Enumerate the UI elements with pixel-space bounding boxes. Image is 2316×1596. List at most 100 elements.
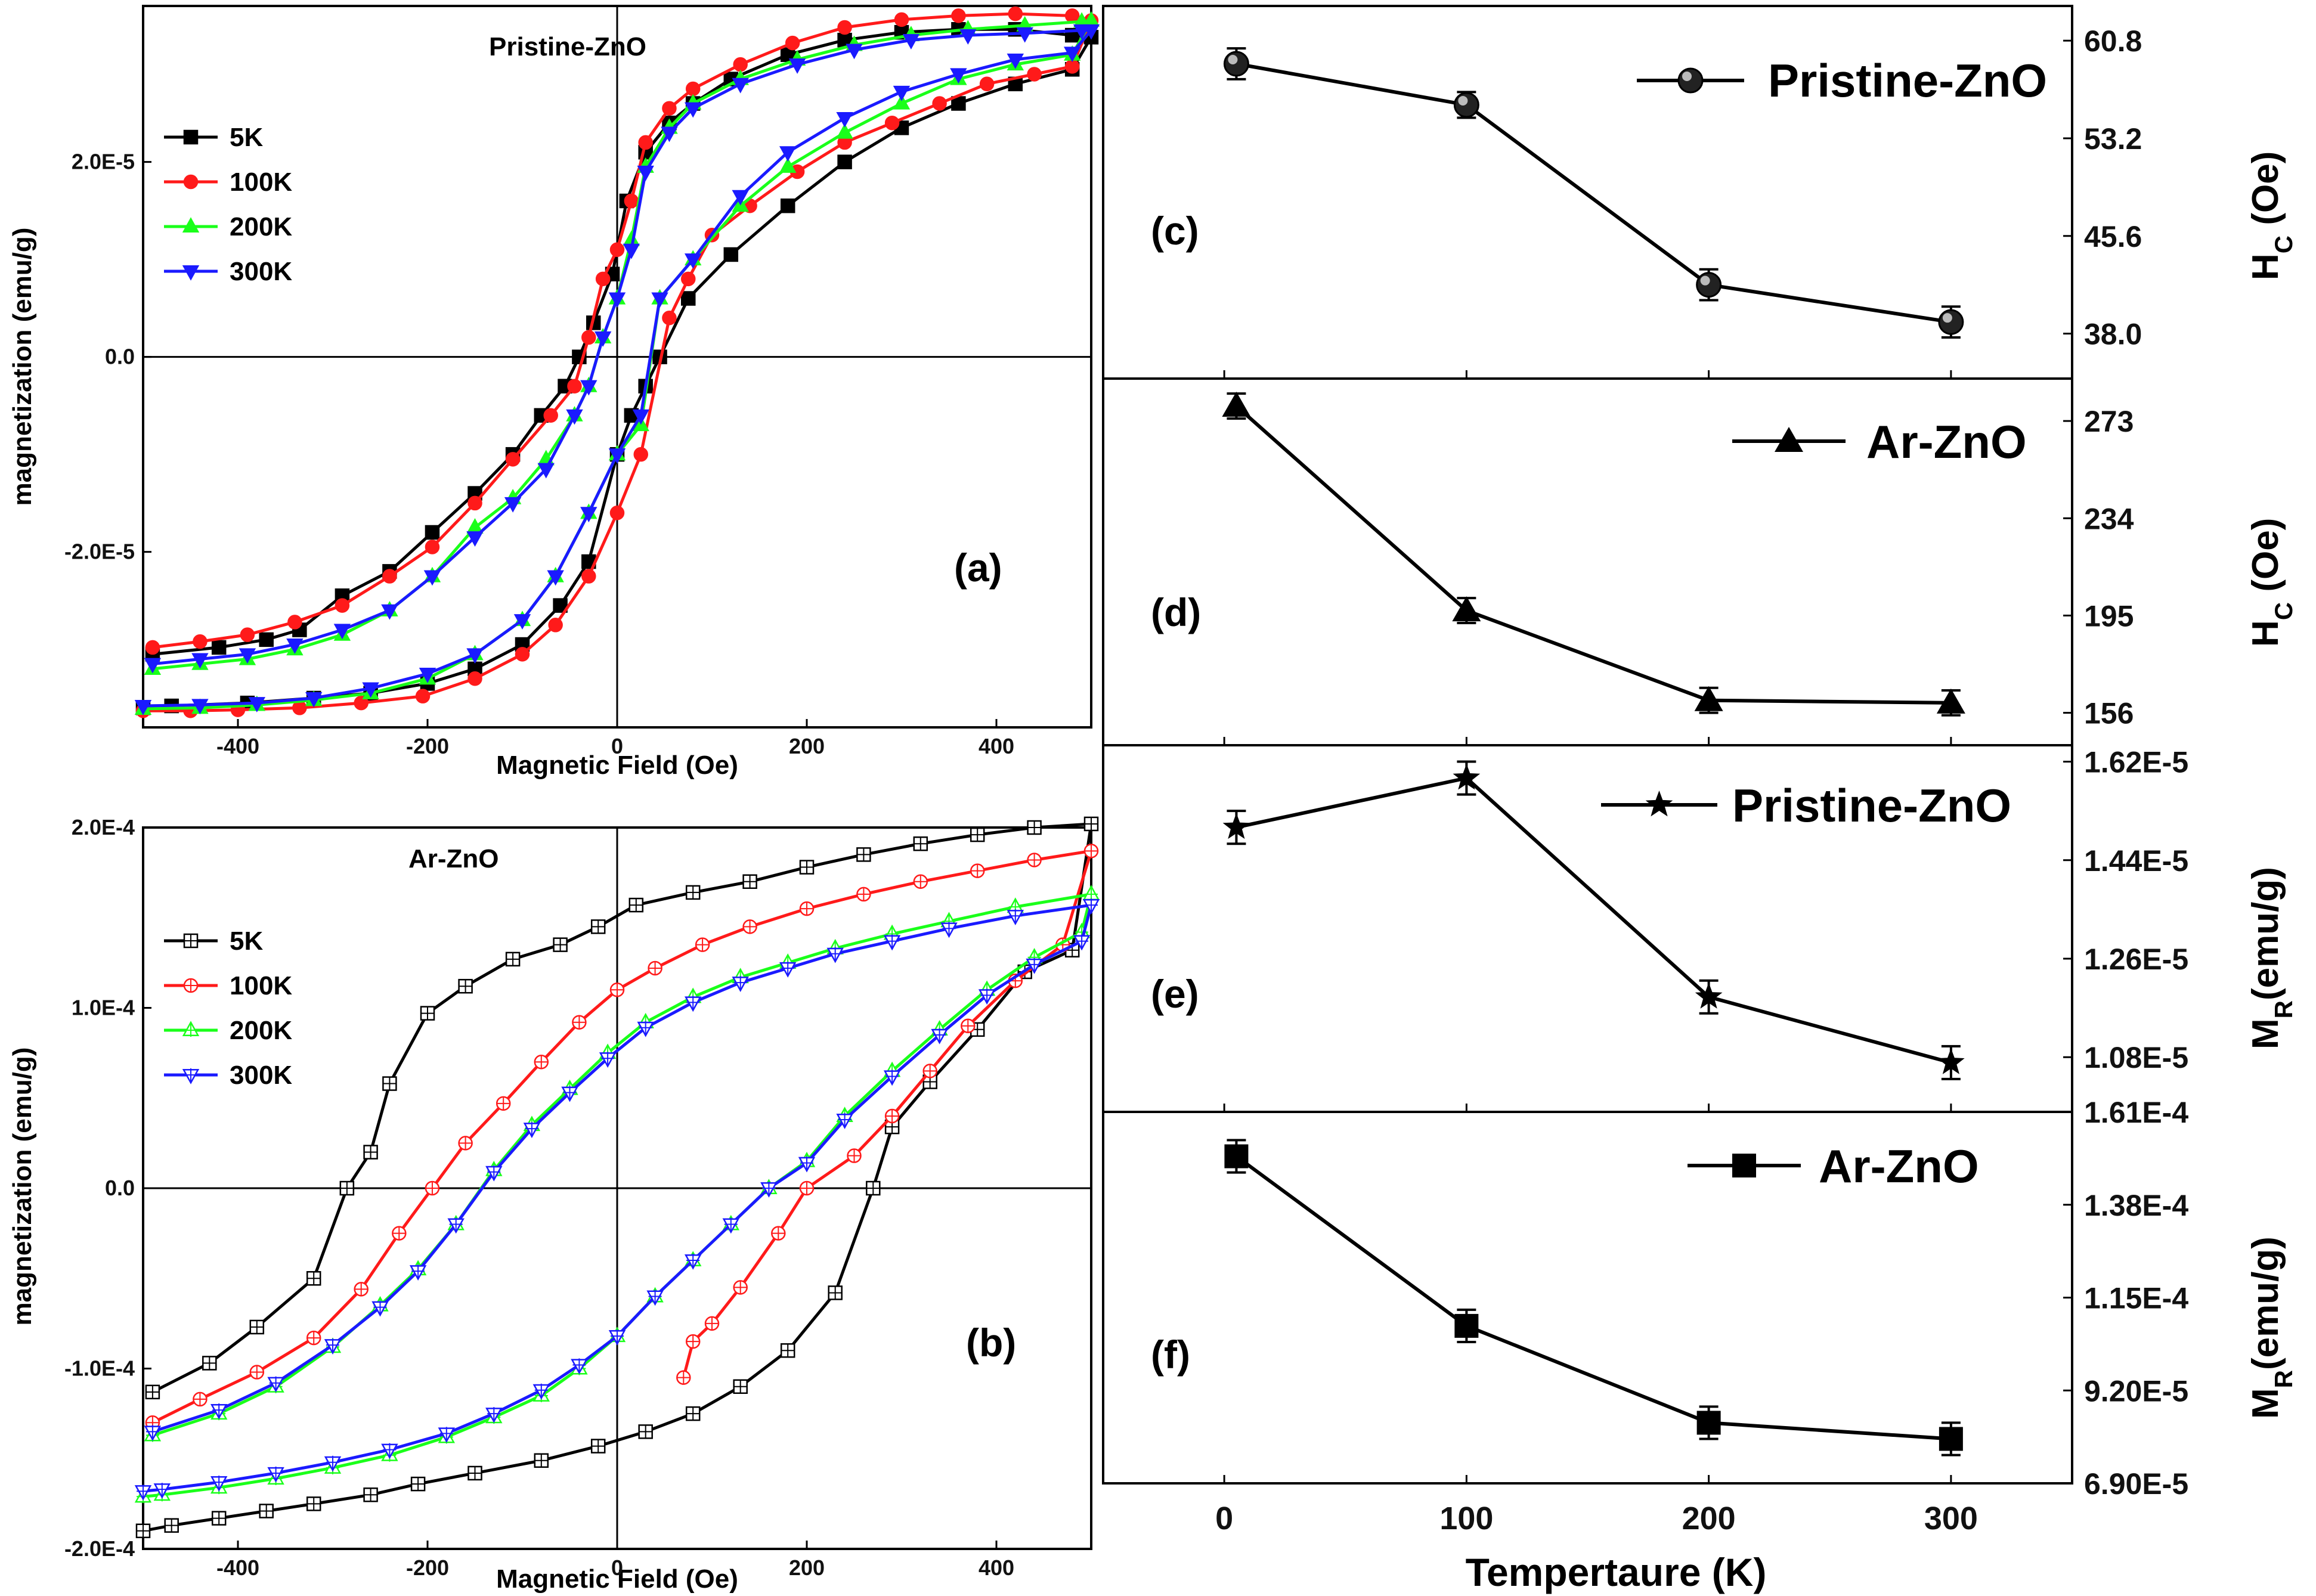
panel-b-xtick-label: -200 <box>406 1555 449 1580</box>
panel-a-xtick-label: -200 <box>406 734 449 758</box>
panel-a-legend: 5K 100K 200K 300K <box>164 123 292 286</box>
panel-a-point-100K <box>1008 6 1023 21</box>
panel-a-point-5K-shape <box>553 598 568 613</box>
panel-b-point-5K <box>363 1145 378 1160</box>
panel-a-point-100K <box>624 193 639 209</box>
panel-a-point-100K-shape <box>1008 6 1023 21</box>
panel-a-point-300K <box>893 85 911 101</box>
panel-a-point-100K <box>884 115 900 131</box>
panel-d-point <box>1222 392 1251 417</box>
panel-c-ytick-label: 45.6 <box>2084 220 2142 253</box>
panel-a-point-300K <box>846 44 863 60</box>
panel-b-point-300K <box>1026 957 1043 974</box>
panel-a-point-300K <box>381 604 398 620</box>
panel-b-point-300K <box>485 1407 503 1423</box>
panel-b-point-100K <box>799 1180 815 1196</box>
panel-a-point-300K <box>134 699 152 715</box>
panel-a-point-100K-shape <box>979 76 995 92</box>
panel-c-label: (c) <box>1151 209 1199 253</box>
panel-b-point-100K <box>704 1316 720 1331</box>
panel-a-point-100K-shape <box>567 379 582 393</box>
panel-a-point-100K <box>951 8 966 23</box>
panel-b-point-5K <box>135 1523 151 1538</box>
panel-a-point-100K <box>581 330 596 345</box>
panel-b-point-300K <box>940 922 958 938</box>
panel-b-point-5K <box>306 1271 321 1286</box>
panel-b-point-300K <box>798 1156 816 1173</box>
panel-a-point-300K <box>504 497 522 513</box>
panel-c-point-highlight <box>1458 95 1468 106</box>
panel-e-point <box>1695 983 1723 1009</box>
panel-b-point-5K <box>1027 820 1042 835</box>
panel-b-label: (b) <box>966 1321 1016 1365</box>
panel-a-point-300K <box>362 682 379 698</box>
panel-a-label: (a) <box>954 546 1002 590</box>
panel-b-point-5K <box>458 978 473 994</box>
panel-a-point-300K <box>608 448 626 464</box>
panel-a-point-100K-shape <box>581 569 596 584</box>
panel-a-point-300K-shape <box>248 697 266 712</box>
panel-a-point-300K <box>959 29 977 45</box>
panel-b-point-5K <box>553 937 568 952</box>
panel-a-point-100K-shape <box>145 640 160 655</box>
panel-a-point-300K <box>684 253 702 269</box>
panel-b-series-300K <box>143 903 1094 1493</box>
panel-b-title: Ar-ZnO <box>408 844 499 873</box>
panel-b-point-300K <box>267 1376 284 1393</box>
panel-a-point-300K-shape <box>950 68 967 84</box>
panel-a-point-100K-shape <box>733 57 748 72</box>
panel-d-ytick-label: 156 <box>2084 697 2134 730</box>
panel-b-point-5K <box>339 1180 355 1196</box>
panel-a-point-300K-shape <box>191 699 209 715</box>
panel-a-point-300K <box>466 648 484 664</box>
panel-f-point <box>1224 1144 1249 1169</box>
panel-a-point-300K-shape <box>566 409 583 425</box>
panel-a-point-300K-shape <box>580 507 597 523</box>
panel-e-ytick-label: 1.08E-5 <box>2084 1041 2188 1074</box>
panel-b-point-5K <box>534 1453 549 1468</box>
panel-f-xtick-label: 300 <box>1924 1501 1978 1536</box>
panel-b-point-300K <box>1082 898 1100 915</box>
panel-a-title: Pristine-ZnO <box>489 32 646 61</box>
panel-a-point-100K <box>633 447 648 462</box>
panel-a-point-300K <box>788 58 806 74</box>
panel-d-legend-marker-body <box>1775 427 1803 452</box>
panel-a-point-300K <box>608 292 626 308</box>
panel-b-point-300K <box>324 1455 342 1472</box>
panel-e-legend-label: Pristine-ZnO <box>1732 779 2011 832</box>
panel-e-ytick-label: 1.26E-5 <box>2084 943 2188 976</box>
panel-d-point <box>1452 596 1481 622</box>
panel-a-point-100K-shape <box>1027 67 1042 82</box>
panel-a-point-100K-shape <box>354 695 369 711</box>
panel-b-point-5K <box>202 1356 217 1371</box>
panel-a-point-200K <box>836 123 853 139</box>
panel-b-point-300K <box>732 976 749 992</box>
panel-b-point-100K <box>392 1226 407 1241</box>
panel-b-point-100K <box>856 887 871 902</box>
legend-a-marker <box>182 265 200 281</box>
panel-a-point-300K-shape <box>305 692 323 708</box>
panel-a-point-100K-shape <box>193 634 208 649</box>
panel-b-point-100K <box>771 1226 786 1241</box>
panel-e-point-body <box>1695 983 1723 1009</box>
panel-d-ytick-label: 195 <box>2084 599 2134 633</box>
panel-a-point-300K-shape <box>504 497 522 513</box>
panel-b-point-300K <box>826 947 844 963</box>
panel-b-point-100K <box>695 937 710 952</box>
panel-a-point-5K-shape <box>211 640 227 655</box>
panel-a-point-300K <box>779 146 797 162</box>
panel-e-point <box>1453 764 1481 790</box>
panel-a-point-300K-shape <box>362 682 379 698</box>
panel-c-point-body <box>1696 272 1722 298</box>
panel-c-legend-marker <box>1677 67 1704 94</box>
panel-b-point-5K <box>685 885 701 900</box>
panel-b-point-300K <box>722 1217 740 1234</box>
panel-b-point-100K <box>496 1096 511 1111</box>
panel-a-point-100K <box>335 598 350 613</box>
legend-b-marker <box>182 1068 200 1084</box>
panel-b-point-100K <box>249 1365 265 1380</box>
panel-b-point-5K <box>505 952 521 967</box>
panel-b-point-300K <box>978 988 996 1005</box>
panel-a-point-100K-shape <box>505 452 521 467</box>
panel-a-point-300K-shape <box>637 165 654 181</box>
